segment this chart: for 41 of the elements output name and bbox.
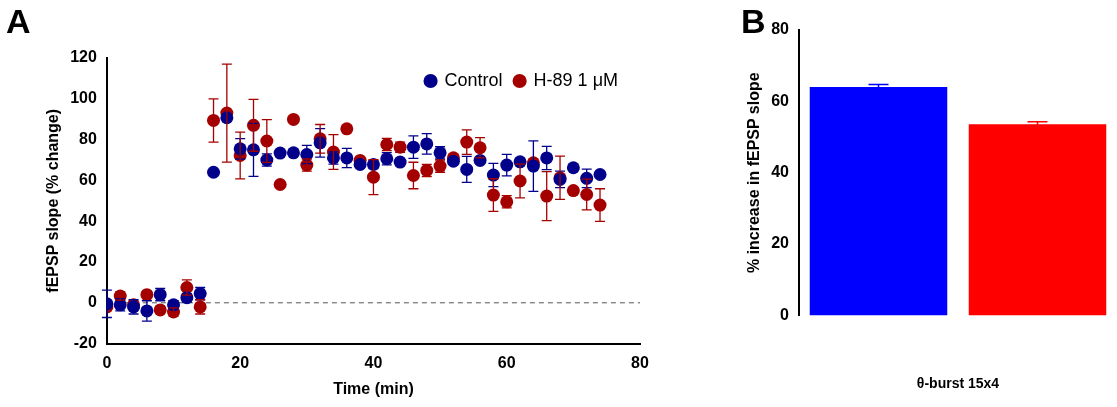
y-tick-label: 0 [780, 305, 790, 323]
legend-label: Control [444, 69, 503, 90]
legend-label: H-89 1 μM [533, 69, 619, 90]
point [566, 161, 580, 175]
x-axis-title: θ-burst 15x4 [916, 375, 1000, 392]
x-tick-label: 20 [231, 353, 250, 371]
y-tick-label: 20 [771, 234, 790, 252]
y-axis-title: % increase in fEPSP slope [745, 72, 763, 274]
point [207, 113, 221, 127]
y-tick-label: 100 [70, 89, 97, 107]
y-tick-label: 60 [79, 170, 97, 188]
point [393, 155, 407, 169]
y-axis-title: fEPSP slope (% change) [44, 108, 62, 293]
y-tick-label: 40 [79, 211, 97, 229]
y-tick-label: 80 [771, 20, 790, 38]
point [286, 112, 300, 126]
x-tick-label: 60 [497, 353, 516, 371]
x-tick-label: 40 [364, 353, 383, 371]
x-tick-label: 80 [631, 353, 649, 371]
chart-title: A [6, 2, 31, 41]
y-tick-label: -20 [73, 334, 97, 352]
y-tick-label: 120 [70, 48, 97, 66]
point [406, 169, 420, 182]
point [340, 122, 354, 136]
x-tick-label: 0 [102, 353, 112, 371]
chart-title: B [741, 2, 766, 41]
point [273, 177, 287, 191]
point [153, 303, 167, 317]
point [207, 165, 221, 179]
point [140, 288, 154, 302]
point [353, 157, 367, 171]
y-tick-label: 60 [771, 91, 790, 109]
point [273, 146, 287, 160]
y-tick-label: 20 [79, 252, 97, 270]
y-tick-label: 0 [87, 293, 97, 311]
x-axis-title: Time (min) [333, 379, 414, 397]
y-tick-label: 80 [79, 130, 97, 148]
point [286, 146, 300, 160]
y-tick-label: 40 [771, 163, 790, 181]
point [566, 184, 580, 198]
point [593, 167, 607, 181]
